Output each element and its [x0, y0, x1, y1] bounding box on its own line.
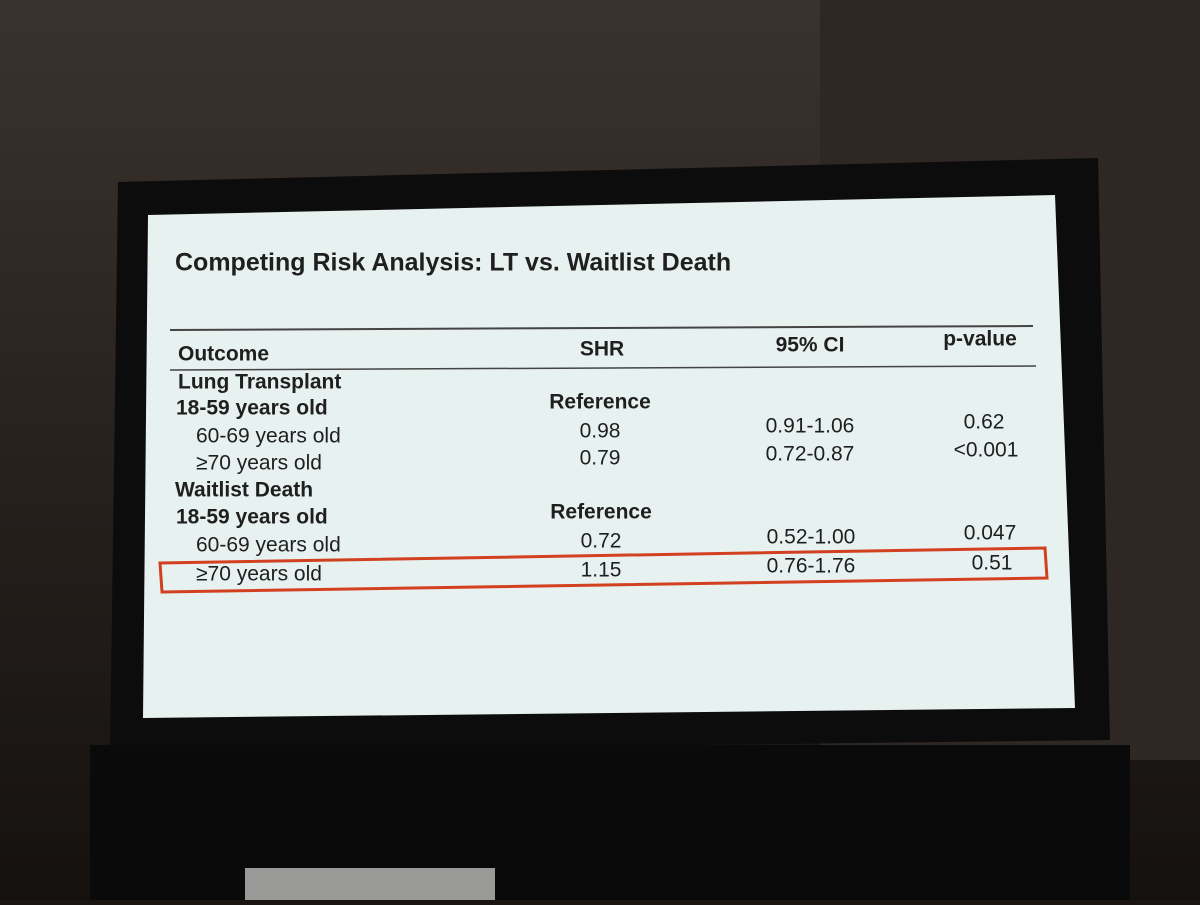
row-label: ≥70 years old [196, 452, 322, 475]
shr-cell: Reference [550, 501, 652, 524]
highlight-box [158, 546, 1049, 594]
row-label: 18-59 years old [176, 506, 328, 529]
p-cell: 0.51 [972, 552, 1013, 575]
ci-cell: 0.72-0.87 [766, 443, 855, 466]
row-label: ≥70 years old [196, 563, 322, 586]
p-cell: 0.047 [964, 522, 1017, 545]
row-label: 60-69 years old [196, 425, 341, 448]
ci-cell: 0.76-1.76 [767, 555, 856, 578]
ci-cell: 0.91-1.06 [766, 415, 855, 438]
group-label: Lung Transplant [178, 371, 341, 394]
group-label: Waitlist Death [175, 479, 313, 502]
projector [245, 868, 495, 900]
slide-title: Competing Risk Analysis: LT vs. Waitlist… [175, 249, 731, 277]
header-cell: Outcome [178, 343, 269, 366]
table-rule [169, 325, 1034, 331]
shr-cell: 0.98 [580, 420, 621, 443]
p-cell: <0.001 [954, 439, 1019, 462]
ci-cell: 0.52-1.00 [767, 526, 856, 549]
row-label: 18-59 years old [176, 397, 328, 420]
shr-cell: 1.15 [581, 559, 622, 582]
shr-cell: 0.79 [580, 447, 621, 470]
header-cell: p-value [943, 328, 1017, 351]
header-cell: 95% CI [776, 334, 845, 357]
row-label: 60-69 years old [196, 534, 341, 557]
shr-cell: Reference [549, 391, 651, 414]
header-cell: SHR [580, 338, 624, 361]
p-cell: 0.62 [964, 411, 1005, 434]
table-rule [169, 365, 1037, 371]
shr-cell: 0.72 [581, 530, 622, 553]
